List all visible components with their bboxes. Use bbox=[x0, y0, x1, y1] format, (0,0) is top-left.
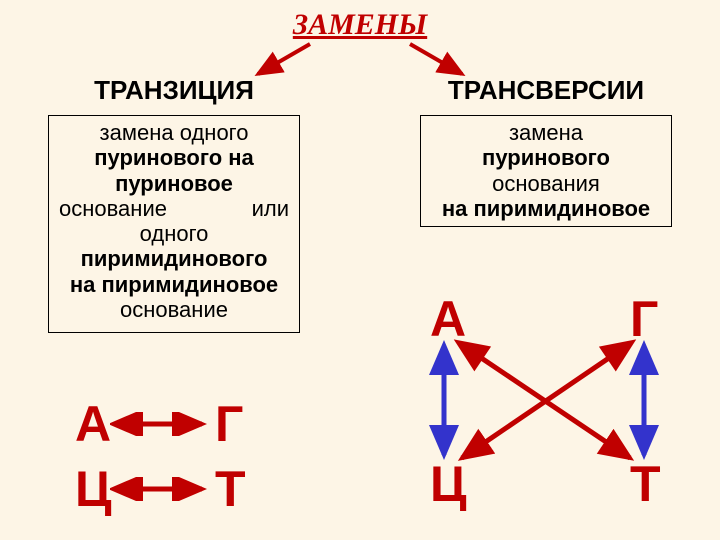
left-arrow-CT bbox=[110, 477, 210, 501]
left-line-3: основание или bbox=[55, 196, 293, 221]
right-line-0: замена bbox=[427, 120, 665, 145]
left-line-5: пиримидинового bbox=[55, 246, 293, 271]
left-line-6: на пиримидиновое bbox=[55, 272, 293, 297]
left-heading: ТРАНЗИЦИЯ bbox=[48, 75, 300, 106]
left-letter-T: Т bbox=[215, 460, 246, 518]
right-arrows bbox=[420, 290, 680, 520]
left-line-4: одного bbox=[55, 221, 293, 246]
right-line-3: на пиримидиновое bbox=[427, 196, 665, 221]
left-line-1: пуринового на bbox=[55, 145, 293, 170]
page-title: ЗАМЕНЫ bbox=[293, 8, 427, 42]
left-letter-C: Ц bbox=[75, 460, 112, 518]
left-arrow-AG bbox=[110, 412, 210, 436]
left-desc-box: замена одного пуринового на пуриновое ос… bbox=[48, 115, 300, 333]
right-line-2: основания bbox=[427, 171, 665, 196]
left-line-7: основание bbox=[55, 297, 293, 322]
left-line-3-prefix: основание bbox=[59, 196, 167, 221]
left-line-3-suffix: или bbox=[252, 196, 289, 221]
left-letter-A: А bbox=[75, 395, 111, 453]
right-desc-box: замена пуринового основания на пиримидин… bbox=[420, 115, 672, 227]
left-line-0: замена одного bbox=[55, 120, 293, 145]
right-line-1: пуринового bbox=[427, 145, 665, 170]
left-line-2: пуриновое bbox=[55, 171, 293, 196]
left-letter-G: Г bbox=[215, 395, 243, 453]
right-heading: ТРАНСВЕРСИИ bbox=[420, 75, 672, 106]
